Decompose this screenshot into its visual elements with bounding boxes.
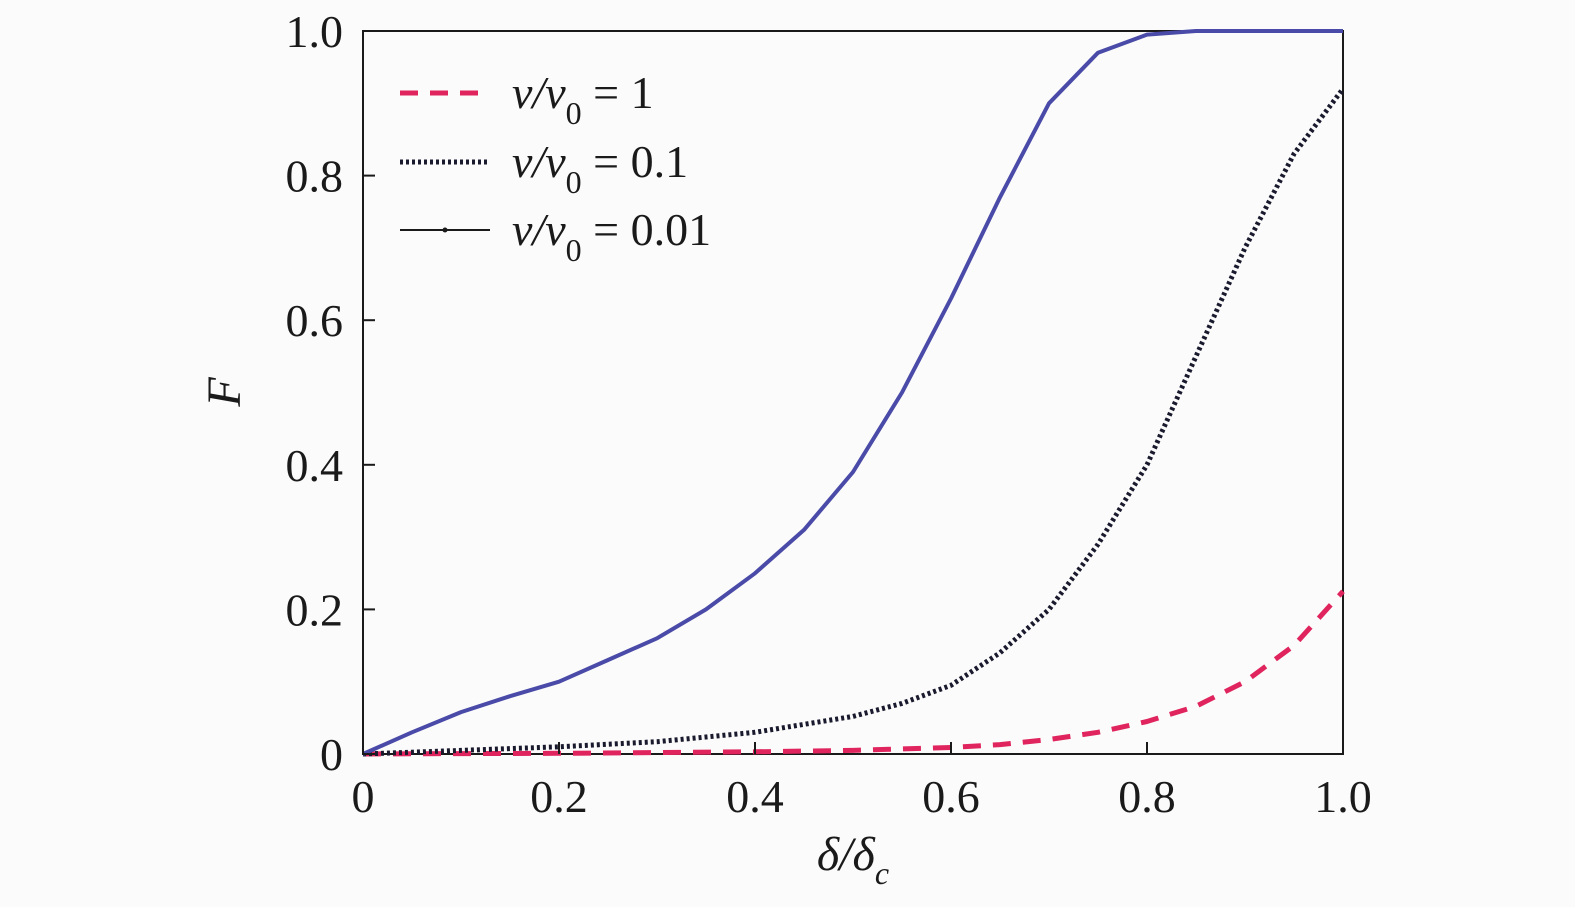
legend-label-1: v/v0 = 1 xyxy=(512,67,654,131)
y-axis-label: F xyxy=(198,377,251,408)
series-line-2 xyxy=(362,87,1345,757)
legend-label-3: v/v0 = 0.01 xyxy=(512,204,711,268)
x-tick-label: 1.0 xyxy=(1314,771,1372,822)
y-tick-label: 0.6 xyxy=(286,295,344,346)
series-line-3 xyxy=(362,29,1343,756)
legend: v/v0 = 1v/v0 = 0.1v/v0 = 0.01 xyxy=(400,67,711,268)
x-axis-label: δ/δc xyxy=(817,828,889,891)
y-tick-label: 0.4 xyxy=(286,440,344,491)
series-line-1 xyxy=(362,589,1345,757)
y-tick-label: 0 xyxy=(320,729,343,780)
x-tick-label: 0.4 xyxy=(726,771,784,822)
legend-label-2: v/v0 = 0.1 xyxy=(512,136,688,200)
x-tick-label: 0 xyxy=(352,771,375,822)
x-tick-label: 0.2 xyxy=(530,771,588,822)
x-tick-label: 0.8 xyxy=(1118,771,1176,822)
axes-frame xyxy=(362,30,1344,755)
ticks-layer: 0 0.2 0.4 0.6 0.8 1.0 0 0.2 0.4 0.6 0.8 1.0 xyxy=(286,6,1372,822)
x-tick-label: 0.6 xyxy=(922,771,980,822)
legend-marker xyxy=(442,227,448,233)
series-layer xyxy=(362,29,1345,757)
y-tick-label: 0.8 xyxy=(286,151,344,202)
plot-area: 0 0.2 0.4 0.6 0.8 1.0 0 0.2 0.4 0.6 0.8 1.0 xyxy=(286,6,1372,822)
y-tick-label: 1.0 xyxy=(286,6,344,57)
y-tick-label: 0.2 xyxy=(286,584,344,635)
